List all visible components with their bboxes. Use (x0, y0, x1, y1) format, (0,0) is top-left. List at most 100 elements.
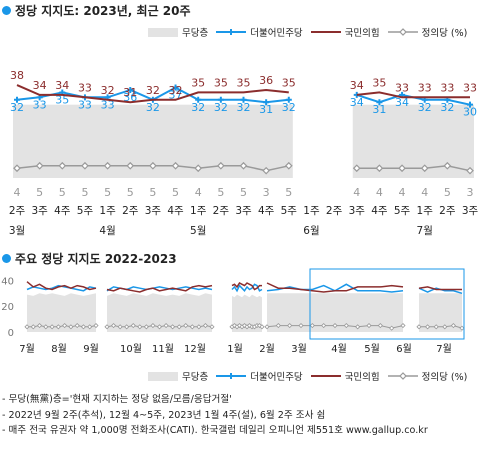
legend-line-swatch-blue (216, 29, 247, 35)
legend-bar-swatch (148, 27, 178, 37)
chart2-svg: 0 20 40 7월 8월 9월 10월 11월 12월 1월 2월 3월 4월 5월 6월 7월 (1, 268, 465, 355)
data-label-3: 5 (172, 186, 179, 199)
data-label-3: 5 (127, 186, 134, 199)
x-tick-label: 1주 (303, 205, 320, 217)
justice-point-2 (43, 324, 49, 330)
legend2-democratic: 더불어민주당 (216, 369, 303, 383)
data-label-2: 35 (282, 76, 296, 89)
justice-point-2 (55, 324, 61, 330)
x-tick-label-2: 10월 (120, 343, 142, 355)
x-tick-label: 4주 (371, 205, 388, 217)
data-label-1: 32 (282, 101, 296, 114)
justice-point-2 (150, 322, 156, 329)
data-label-2: 35 (214, 76, 228, 89)
month-label: 4월 (99, 225, 115, 237)
x-tick-label: 5주 (77, 205, 94, 217)
month-label: 7월 (417, 225, 433, 237)
justice-point-2 (343, 322, 349, 329)
legend2-justice: 정의당 (%) (387, 369, 467, 383)
data-label-3: 5 (285, 186, 292, 199)
justice-point-2 (137, 324, 143, 330)
x-tick-label: 4주 (54, 205, 71, 217)
x-tick-label: 2주 (439, 205, 456, 217)
justice-point-2 (202, 322, 209, 329)
democratic-point (127, 87, 134, 93)
legend2-bar-swatch (148, 371, 178, 381)
justice-point-2 (49, 324, 55, 330)
justice-point (284, 161, 293, 170)
justice-point (149, 161, 157, 170)
justice-point (352, 164, 361, 173)
title-bullet-icon (2, 6, 11, 15)
data-label-3: 4 (195, 186, 202, 199)
x-tick-label-2: 5월 (364, 343, 380, 355)
x-tick-label: 3주 (235, 205, 252, 217)
data-label-2: 31 (123, 86, 137, 99)
data-label-1: 33 (101, 98, 115, 111)
data-label-2: 34 (33, 79, 47, 92)
data-label-1: 32 (191, 101, 205, 114)
x-tick-label-2: 12월 (184, 343, 206, 355)
justice-point-2 (74, 322, 80, 329)
justice-point-2 (93, 322, 99, 329)
justice-point-2 (355, 324, 361, 330)
justice-point-2 (309, 322, 315, 329)
justice-point (466, 166, 474, 175)
footnote-1: - 무당(無黨)층='현재 지지하는 정당 없음/모름/응답거절' (2, 394, 232, 405)
x-tick-label-2: 4월 (331, 343, 347, 355)
month-label: 6월 (303, 225, 319, 237)
data-label-2: 33 (418, 81, 432, 94)
x-tick-label-2: 1월 (227, 343, 243, 355)
legend2-nonpartisan: 무당층 (148, 369, 208, 383)
justice-point (35, 161, 44, 170)
data-label-2: 32 (169, 84, 183, 97)
x-tick-label-2: 6월 (396, 343, 412, 355)
ppp-line-2 (106, 284, 213, 293)
justice-point-2 (170, 324, 176, 330)
ppp-line-2 (266, 282, 404, 293)
justice-point-2 (433, 324, 439, 330)
x-tick-label: 3주 (145, 205, 162, 217)
justice-point-2 (196, 324, 202, 330)
data-label-1: 32 (418, 101, 432, 114)
chart1-legend: 무당층 더불어민주당 국민의힘 정의당 (%) (148, 25, 475, 39)
justice-point-2 (321, 322, 327, 329)
justice-point-2 (80, 324, 87, 330)
justice-point-2 (110, 322, 117, 329)
justice-point-2 (24, 324, 30, 330)
data-label-1: 32 (10, 101, 24, 114)
legend-justice: 정의당 (%) (387, 25, 467, 39)
footnote-2: - 2022년 9월 2주(추석), 12월 4~5주, 2023년 1월 4주… (2, 409, 326, 421)
justice-point-2 (62, 322, 68, 329)
data-label-1: 31 (259, 103, 273, 116)
justice-point (194, 164, 203, 173)
legend-democratic: 더불어민주당 (216, 25, 303, 39)
x-tick-label: 5주 (281, 205, 298, 217)
justice-point (217, 161, 225, 170)
justice-point (81, 161, 89, 170)
data-label-1: 32 (237, 101, 251, 114)
justice-point-2 (130, 322, 136, 329)
democratic-point (376, 99, 383, 106)
justice-point-2 (377, 322, 383, 329)
x-tick-label-2: 8월 (51, 343, 67, 355)
x-tick-label: 1주 (417, 205, 434, 217)
justice-point-2 (117, 324, 123, 330)
justice-point-2 (209, 324, 215, 330)
data-label-1: 32 (214, 101, 228, 114)
x-tick-label-2: 7월 (436, 343, 452, 355)
x-tick-label: 4주 (258, 205, 275, 217)
justice-point (262, 166, 270, 175)
y-tick-label: 40 (1, 276, 14, 287)
justice-point-2 (36, 322, 43, 329)
legend2-line-swatch-red (310, 375, 341, 377)
justice-point-2 (189, 324, 195, 330)
y-tick-label: 0 (8, 328, 14, 339)
data-label-3: 5 (104, 186, 111, 199)
data-label-2: 35 (372, 76, 386, 89)
data-label-3: 5 (59, 186, 66, 199)
data-label-1: 32 (146, 101, 160, 114)
justice-point-2 (275, 322, 281, 329)
justice-point-2 (366, 322, 372, 329)
data-label-2: 34 (55, 79, 69, 92)
